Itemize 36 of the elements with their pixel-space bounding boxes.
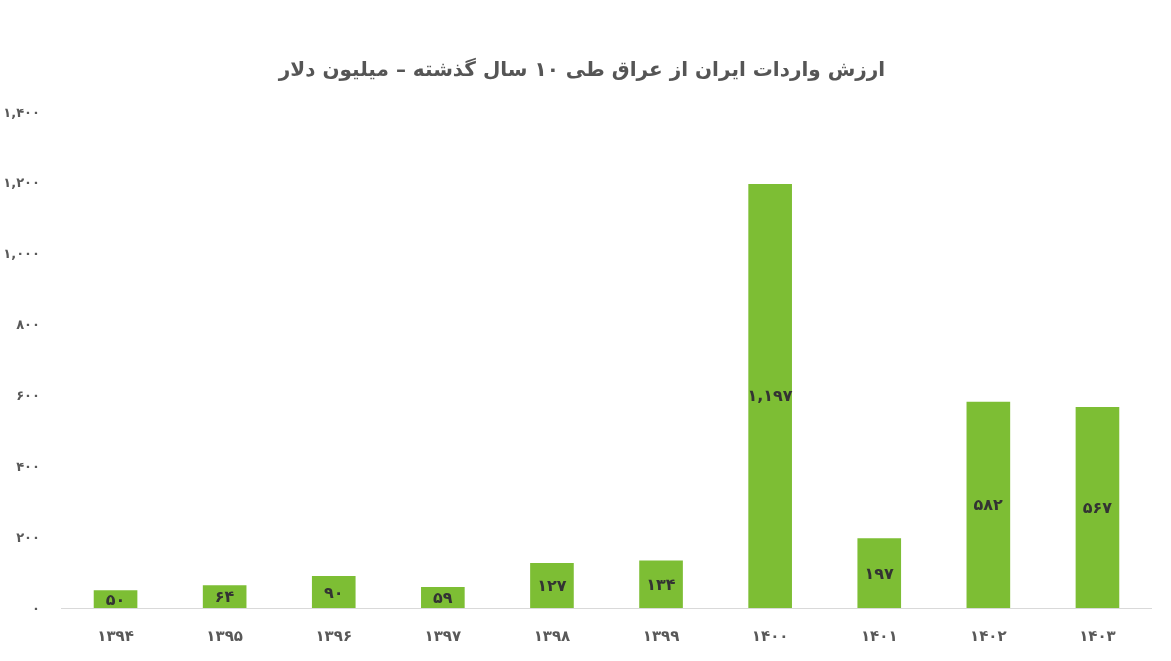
bar	[530, 563, 574, 608]
y-tick-label: ۶۰۰	[16, 387, 40, 403]
y-tick-label: ۱,۲۰۰	[3, 175, 40, 191]
x-tick-label: ۱۳۹۹	[642, 627, 680, 645]
bar	[748, 183, 792, 608]
bar	[311, 576, 356, 608]
x-tick-label: ۱۳۹۴	[97, 627, 134, 645]
data-label: ۵۶۷	[1082, 498, 1113, 518]
x-tick-label: ۱۴۰۳	[1079, 627, 1116, 645]
data-label: ۱۲۷	[537, 576, 567, 596]
y-tick-label: ۲۰۰	[16, 529, 40, 545]
data-label: ۹۰	[323, 582, 344, 602]
x-tick-label: ۱۳۹۶	[315, 627, 353, 645]
x-tick-label: ۱۴۰۰	[751, 627, 789, 645]
data-label: ۵۹	[432, 588, 453, 608]
y-tick-label: ۱,۴۰۰	[3, 104, 40, 120]
bar	[1075, 407, 1120, 608]
x-tick-label: ۱۴۰۱	[860, 627, 898, 645]
data-label: ۱۹۷	[864, 563, 895, 583]
x-tick-label: ۱۴۰۲	[970, 627, 1007, 645]
data-label: ۶۴	[214, 587, 235, 607]
chart-title: ارزش واردات ایران از عراق طی ۱۰ سال گذشته – میلیون دلار	[277, 57, 886, 82]
bar	[966, 401, 1011, 608]
y-tick-label: ۸۰۰	[16, 317, 40, 333]
data-label: ۱۳۴	[646, 574, 676, 594]
bar	[639, 560, 683, 608]
data-label: ۵۸۲	[973, 495, 1004, 515]
data-label: ۱,۱۹۷	[747, 386, 793, 406]
x-tick-label: ۱۳۹۷	[424, 627, 462, 645]
y-tick-label: ۱,۰۰۰	[3, 246, 40, 262]
x-tick-label: ۱۳۹۸	[533, 627, 571, 645]
y-tick-label: ۴۰۰	[16, 458, 40, 474]
bar	[857, 538, 902, 608]
data-label: ۵۰	[105, 589, 126, 609]
y-tick-label: ۰	[32, 600, 40, 616]
x-tick-label: ۱۳۹۵	[206, 627, 243, 645]
